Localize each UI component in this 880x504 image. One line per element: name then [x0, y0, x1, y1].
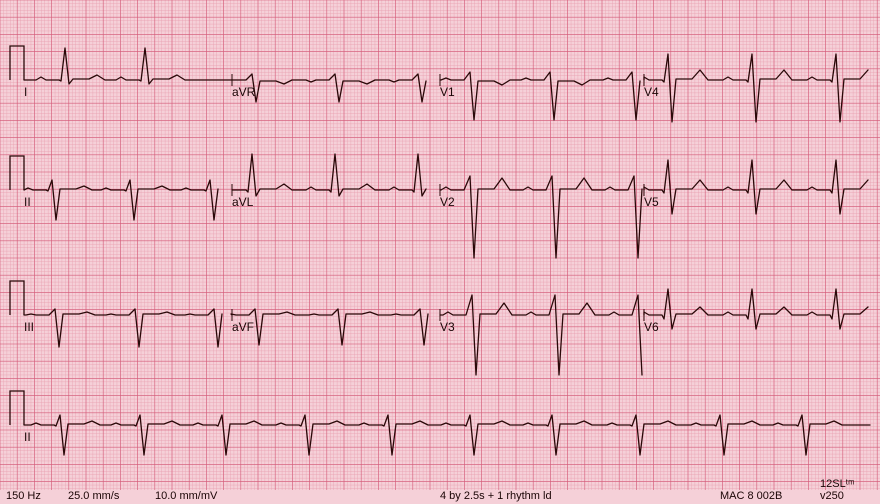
lead-label-V4: V4 [644, 85, 659, 99]
ecg-svg: IaVR V1 V4 II aVL V2 V5 III aVF V3 V6 II [0, 0, 880, 504]
lead-label-V2: V2 [440, 195, 455, 209]
footer-layout: 4 by 2.5s + 1 rhythm ld [440, 490, 552, 502]
lead-label-V6: V6 [644, 320, 659, 334]
lead-label-aVR: aVR [232, 85, 256, 99]
lead-label-aVL: aVL [232, 195, 254, 209]
lead-label-V3: V3 [440, 320, 455, 334]
footer-speed: 25.0 mm/s [68, 490, 119, 502]
footer-filter: 150 Hz [6, 490, 41, 502]
lead-label-V1: V1 [440, 85, 455, 99]
footer-gain: 10.0 mm/mV [155, 490, 217, 502]
footer-version: 12SLᵗᵐ v250 [820, 478, 880, 502]
lead-label-II: II [24, 430, 31, 444]
footer-device: MAC 8 002B [720, 490, 782, 502]
lead-label-V5: V5 [644, 195, 659, 209]
lead-label-I: I [24, 85, 27, 99]
ecg-chart: IaVR V1 V4 II aVL V2 V5 III aVF V3 V6 II 150 Hz 25.… [0, 0, 880, 504]
lead-label-aVF: aVF [232, 320, 254, 334]
lead-label-II: II [24, 195, 31, 209]
lead-label-III: III [24, 320, 34, 334]
